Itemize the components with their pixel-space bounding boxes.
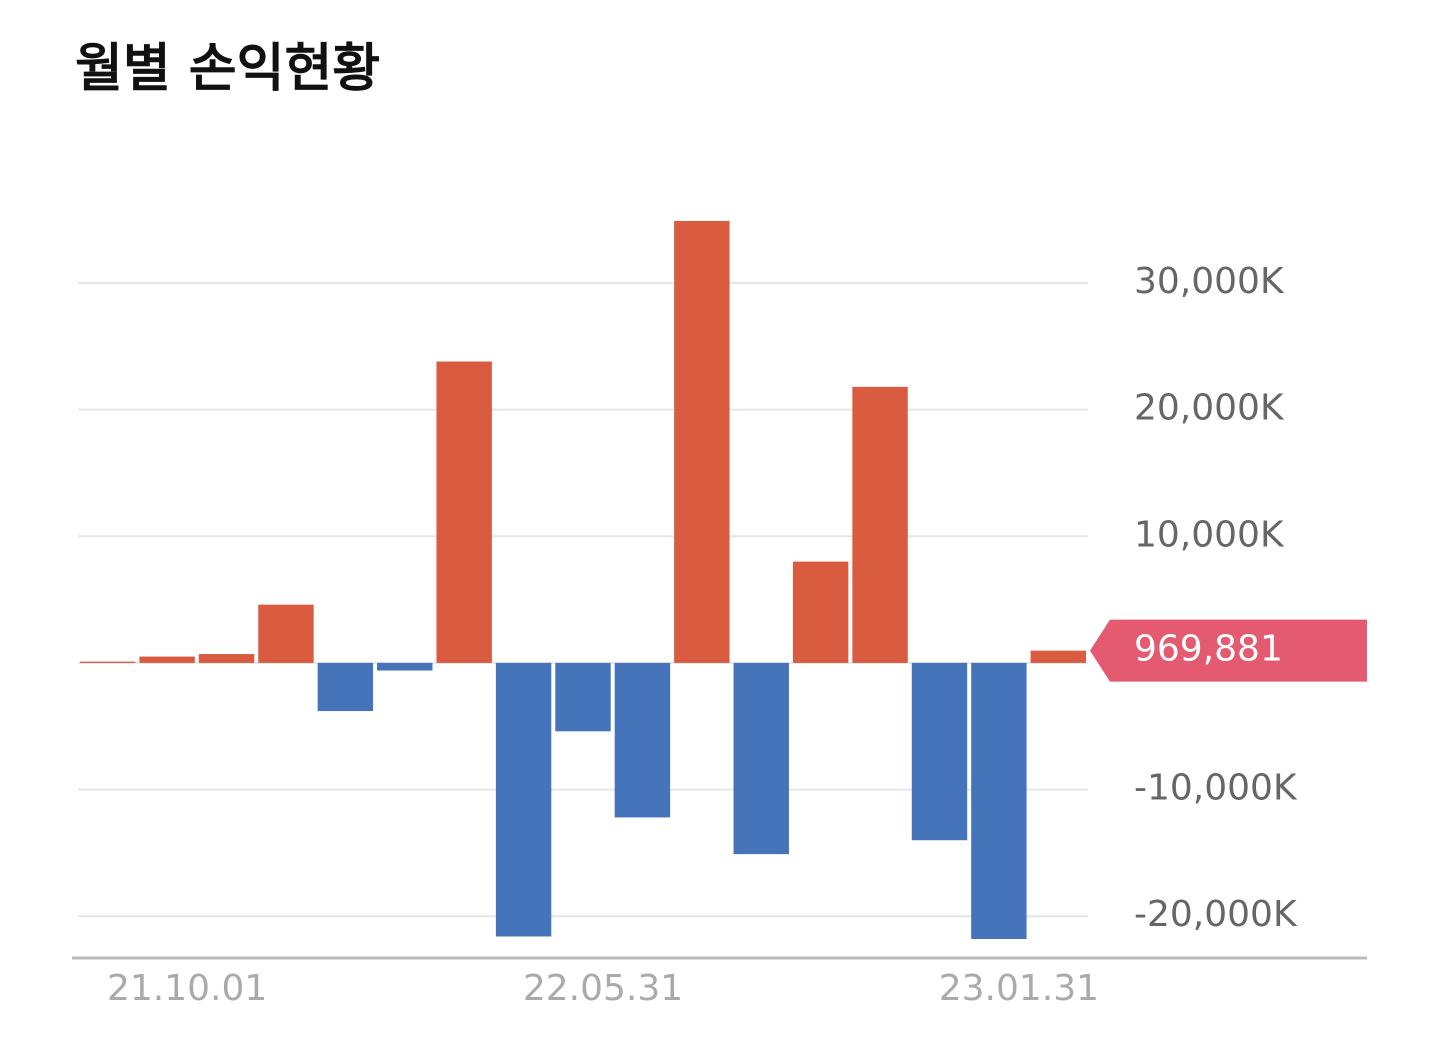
bar	[139, 656, 195, 663]
value-label: 969,881	[1134, 629, 1283, 670]
y-tick-label: -20,000K	[1134, 894, 1298, 935]
bar	[317, 662, 374, 712]
bar	[377, 662, 433, 671]
bar	[733, 662, 789, 855]
bar	[971, 662, 1027, 940]
bar	[792, 561, 849, 663]
bar	[852, 386, 908, 663]
bar	[80, 661, 136, 663]
y-tick-label: 20,000K	[1134, 388, 1285, 429]
bar	[1030, 650, 1086, 663]
bar	[495, 662, 552, 937]
bar	[614, 662, 671, 818]
y-tick-label: -10,000K	[1134, 768, 1298, 809]
bar	[911, 662, 968, 841]
x-tick-label: 22.05.31	[523, 968, 683, 1009]
y-tick-label: 10,000K	[1134, 514, 1285, 555]
x-tick-label: 21.10.01	[107, 968, 267, 1009]
bar	[555, 662, 611, 732]
bar	[198, 654, 255, 663]
value-tag	[1090, 619, 1367, 682]
x-tick-label: 23.01.31	[939, 968, 1099, 1009]
chart-title: 월별 손익현황	[75, 39, 380, 99]
bar	[436, 361, 492, 663]
bar	[258, 604, 314, 663]
y-tick-label: 30,000K	[1134, 261, 1285, 302]
bar	[674, 220, 730, 663]
